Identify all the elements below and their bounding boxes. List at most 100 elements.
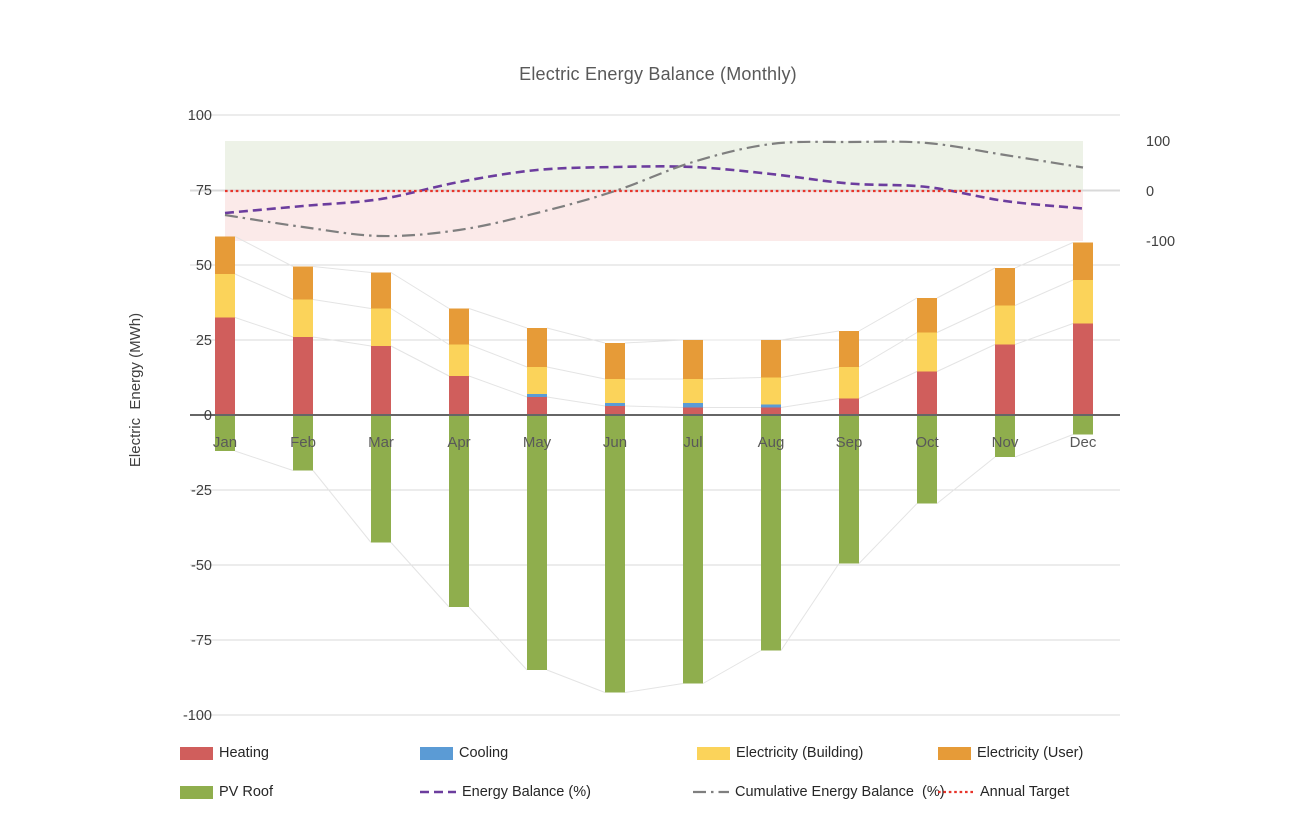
connector-line [468,606,528,671]
connector-line [234,236,294,267]
connector-line [234,450,294,471]
connector-line [234,317,294,338]
month-label-oct: Oct [915,434,939,451]
connector-line [780,366,840,378]
bar-series-pv-roof [215,415,1093,693]
month-label-dec: Dec [1070,434,1097,451]
legend-swatch-electricity-building [697,746,730,760]
bar-series-cooling [527,394,781,408]
bar-heating-mar [371,346,391,415]
connector-line [468,375,528,398]
bar-electricity-user-sep [839,331,859,367]
connector-line [780,398,840,408]
bar-pv-roof-mar [371,415,391,543]
bar-pv-roof-aug [761,415,781,651]
legend-item-heating: Heating [180,745,269,761]
bar-pv-roof-jun [605,415,625,693]
legend-item-cumulative-energy-balance: Cumulative Energy Balance (%) [693,784,945,800]
bar-pv-roof-feb [293,415,313,471]
connector-line [390,272,450,309]
legend-swatch-heating [180,746,213,760]
bar-series-electricity-user [215,236,1093,379]
chart-title: Electric Energy Balance (Monthly) [519,64,797,84]
bar-electricity-building-mar [371,308,391,346]
deficit-band [225,191,1083,241]
connector-line [390,542,450,608]
connector-line [858,297,918,332]
month-label-mar: Mar [368,434,394,451]
legend-item-cooling: Cooling [420,745,508,761]
legend-swatch-cumulative-energy-balance [693,790,729,794]
bar-pv-roof-sep [839,415,859,564]
connector-line [780,330,840,341]
bar-pv-roof-apr [449,415,469,607]
bar-electricity-user-aug [761,340,781,378]
legend-item-pv-roof: PV Roof [180,784,273,800]
month-label-jul: Jul [683,434,702,451]
left-tick--50: -50 [191,558,212,574]
bar-electricity-building-apr [449,344,469,376]
connector-line [624,683,684,693]
bar-pv-roof-jan [215,415,235,451]
connector-line [936,456,996,504]
right-tick--100: -100 [1146,234,1175,250]
cumulative-energy-balance-line [224,140,1084,238]
left-tick--75: -75 [191,633,212,649]
legend-label-pv-roof: PV Roof [219,784,273,800]
month-label-sep: Sep [836,434,863,451]
bar-electricity-user-jan [215,236,235,274]
bar-heating-jun [605,406,625,415]
bar-electricity-building-jul [683,379,703,403]
bar-pv-roof-may [527,415,547,670]
connector-line [1014,279,1074,306]
legend-label-heating: Heating [219,745,269,761]
connector-line [702,650,762,684]
month-label-nov: Nov [992,434,1019,451]
bar-electricity-user-feb [293,266,313,300]
bar-cooling-may [527,394,547,397]
connector-line [780,563,840,651]
right-tick-0: 0 [1146,184,1154,200]
bar-electricity-building-sep [839,367,859,399]
series-connector-lines [234,236,1074,693]
bar-electricity-user-nov [995,268,1015,306]
bar-electricity-building-may [527,367,547,394]
connector-line [312,266,372,273]
legend-swatch-pv-roof [180,785,213,799]
bar-cooling-jun [605,403,625,406]
legend-label-cooling: Cooling [459,745,509,761]
left-tick-0: 0 [204,408,212,424]
month-label-apr: Apr [447,434,470,451]
connector-line [624,405,684,408]
bar-heating-dec [1073,323,1093,415]
connector-line [546,366,606,380]
legend-label-electricity-building: Electricity (Building) [736,745,864,761]
connector-line [702,377,762,380]
left-tick-25: 25 [196,333,212,349]
connector-line [468,344,528,368]
connector-line [936,267,996,299]
bar-pv-roof-dec [1073,415,1093,435]
connector-line [390,308,450,345]
bar-electricity-building-dec [1073,280,1093,324]
connector-line [468,308,528,329]
legend-item-electricity-building: Electricity (Building) [697,745,863,761]
legend-item-annual-target: Annual Target [938,784,1069,800]
bar-electricity-user-apr [449,308,469,345]
bar-pv-roof-jul [683,415,703,684]
connector-line [858,503,918,564]
bar-heating-oct [917,371,937,415]
legend-swatch-annual-target [938,790,974,794]
connector-line [858,371,918,399]
left-tick-100: 100 [188,108,212,124]
legend-label-cumulative-energy-balance: Cumulative Energy Balance (%) [735,784,945,800]
legend-label-energy-balance: Energy Balance (%) [462,784,591,800]
legend-label-annual-target: Annual Target [980,784,1070,800]
bar-electricity-user-oct [917,298,937,333]
connector-line [1014,323,1074,345]
legend-item-electricity-user: Electricity (User) [938,745,1083,761]
connector-line [858,332,918,368]
bar-series-electricity-building [215,274,1093,405]
